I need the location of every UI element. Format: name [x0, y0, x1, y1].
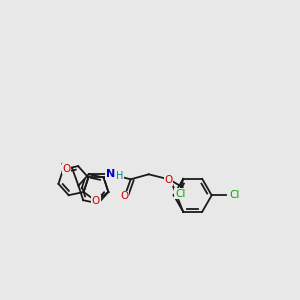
Text: O: O	[121, 191, 129, 201]
Text: O: O	[92, 196, 100, 206]
Text: Cl: Cl	[230, 190, 240, 200]
Text: N: N	[106, 169, 115, 179]
Text: O: O	[165, 175, 173, 185]
Text: O: O	[62, 164, 70, 174]
Text: H: H	[116, 171, 123, 181]
Text: Cl: Cl	[175, 189, 185, 199]
